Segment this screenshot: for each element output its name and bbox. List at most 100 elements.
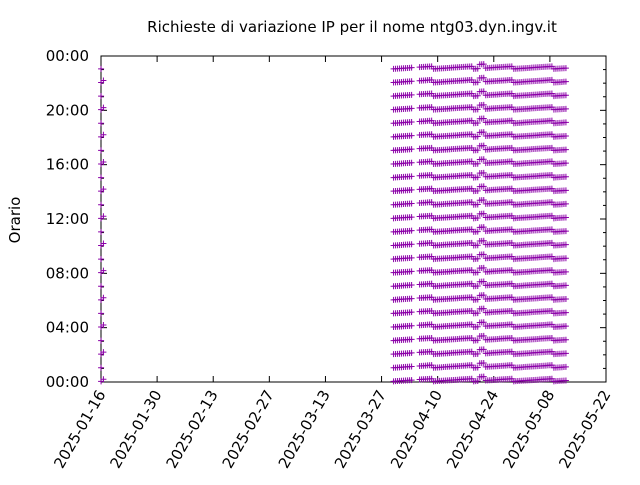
data-point	[480, 332, 487, 339]
data-point	[408, 349, 415, 356]
data-point	[408, 159, 415, 166]
data-point	[562, 133, 569, 140]
y-tick-label: 12:00	[46, 210, 89, 228]
data-point	[408, 377, 415, 384]
data-point	[408, 322, 415, 329]
y-tick-label: 04:00	[46, 319, 89, 337]
data-point	[480, 196, 487, 203]
data-point	[408, 119, 415, 126]
data-point	[562, 105, 569, 112]
data-point	[408, 254, 415, 261]
data-point	[474, 174, 481, 181]
chart-title: Richieste di variazione IP per il nome n…	[147, 18, 557, 36]
data-point	[100, 376, 107, 383]
data-point	[98, 283, 105, 290]
y-tick-label: 00:00	[46, 373, 89, 391]
x-tick-label: 2025-03-27	[331, 387, 390, 472]
data-point	[474, 269, 481, 276]
data-point	[100, 158, 107, 165]
data-point	[562, 336, 569, 343]
x-tick-label: 2025-05-08	[499, 387, 558, 472]
data-point	[474, 337, 481, 344]
data-point	[98, 337, 105, 344]
data-point	[100, 294, 107, 301]
data-point	[474, 106, 481, 113]
data-point	[480, 142, 487, 149]
data-point	[474, 378, 481, 385]
data-point	[474, 119, 481, 126]
data-point	[480, 156, 487, 163]
data-point	[480, 115, 487, 122]
x-tick-label: 2025-02-27	[219, 387, 278, 472]
data-point	[562, 282, 569, 289]
data-point	[480, 237, 487, 244]
data-point	[562, 255, 569, 262]
x-tick-label: 2025-05-22	[555, 387, 614, 472]
data-point	[474, 201, 481, 208]
data-point	[408, 295, 415, 302]
data-point	[408, 91, 415, 98]
y-axis: 00:00 04:00 08:00 12:00 16:00 20:00 00:00	[46, 47, 606, 391]
data-point	[474, 310, 481, 317]
data-point	[562, 200, 569, 207]
data-point	[562, 160, 569, 167]
data-point	[474, 296, 481, 303]
data-point	[408, 336, 415, 343]
data-point	[100, 131, 107, 138]
data-point	[408, 64, 415, 71]
data-point	[98, 310, 105, 317]
data-point	[562, 187, 569, 194]
data-point	[474, 282, 481, 289]
data-point	[474, 364, 481, 371]
data-point	[562, 119, 569, 126]
data-point	[480, 210, 487, 217]
data-point	[474, 147, 481, 154]
data-point	[408, 146, 415, 153]
data-point	[98, 256, 105, 263]
data-point	[100, 77, 107, 84]
data-point	[474, 242, 481, 249]
y-tick-label: 00:00	[46, 47, 89, 65]
data-point	[480, 224, 487, 231]
data-point	[408, 241, 415, 248]
x-tick-label: 2025-03-13	[275, 387, 334, 472]
data-point	[474, 65, 481, 72]
data-point	[474, 255, 481, 262]
data-point	[408, 309, 415, 316]
data-point	[562, 241, 569, 248]
data-point	[474, 79, 481, 86]
data-point	[474, 187, 481, 194]
data-point	[562, 65, 569, 72]
data-point	[408, 186, 415, 193]
y-tick-label: 16:00	[46, 156, 89, 174]
data-point	[562, 214, 569, 221]
data-point	[480, 278, 487, 285]
data-point	[562, 350, 569, 357]
data-point	[100, 213, 107, 220]
data-point	[100, 267, 107, 274]
data-point	[408, 78, 415, 85]
data-point	[562, 92, 569, 99]
data-point	[474, 323, 481, 330]
data-point	[98, 201, 105, 208]
data-point	[480, 88, 487, 95]
x-tick-label: 2025-02-13	[163, 387, 222, 472]
data-point	[100, 104, 107, 111]
data-point	[474, 215, 481, 222]
data-point	[562, 323, 569, 330]
data-point	[98, 120, 105, 127]
data-point	[408, 268, 415, 275]
data-point	[480, 373, 487, 380]
data-point	[480, 183, 487, 190]
data-points	[98, 61, 569, 385]
x-tick-label: 2025-04-10	[387, 387, 446, 472]
data-point	[408, 227, 415, 234]
data-point	[480, 319, 487, 326]
data-point	[480, 264, 487, 271]
y-tick-label: 08:00	[46, 264, 89, 282]
data-point	[474, 228, 481, 235]
data-point	[562, 146, 569, 153]
x-tick-label: 2025-04-24	[443, 387, 502, 472]
data-point	[100, 186, 107, 193]
